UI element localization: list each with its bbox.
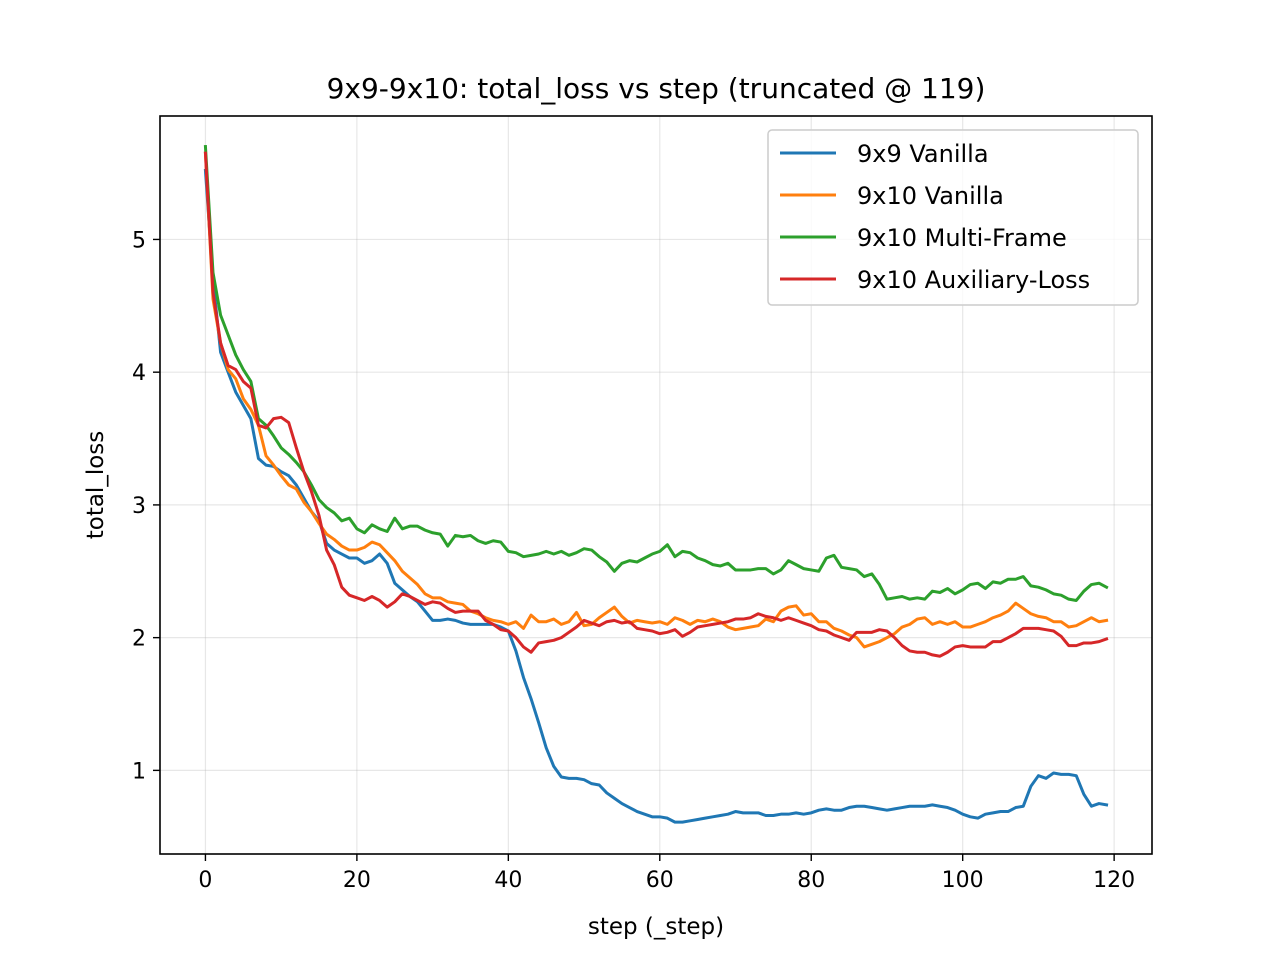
series-line-9x9-vanilla xyxy=(203,168,1109,824)
y-tick-label: 1 xyxy=(132,759,146,784)
legend-label-9x10-vanilla: 9x10 Vanilla xyxy=(857,182,1004,210)
legend: 9x9 Vanilla 9x10 Vanilla 9x10 Multi-Frame 9… xyxy=(767,129,1139,306)
legend-label-9x9-vanilla: 9x9 Vanilla xyxy=(857,140,989,168)
series-lines xyxy=(203,144,1109,824)
y-tick-label: 5 xyxy=(132,228,146,253)
y-tick-label: 2 xyxy=(132,627,146,652)
legend-label-9x10-auxiliary-loss: 9x10 Auxiliary-Loss xyxy=(857,266,1090,294)
x-axis-label: step (_step) xyxy=(588,914,724,940)
x-tick-label: 100 xyxy=(942,868,984,893)
plot-frame xyxy=(159,115,1153,855)
chart-title: 9x9-9x10: total_loss vs step (truncated … xyxy=(327,72,986,105)
x-tick-label: 120 xyxy=(1093,868,1135,893)
x-tick-label: 20 xyxy=(343,868,371,893)
y-tick-label: 3 xyxy=(132,494,146,519)
x-tick-label: 40 xyxy=(494,868,522,893)
series-line-9x10-vanilla xyxy=(203,151,1109,649)
series-line-9x10-multi-frame xyxy=(203,144,1109,602)
y-axis-label: total_loss xyxy=(83,431,109,540)
y-tick-label: 4 xyxy=(132,361,146,386)
legend-box xyxy=(767,129,1139,306)
axis-ticks: 0 20 40 60 80 100 120 1 2 3 4 5 xyxy=(132,228,1135,893)
x-tick-label: 0 xyxy=(198,868,212,893)
x-tick-label: 80 xyxy=(797,868,825,893)
series-line-9x10-auxiliary-loss xyxy=(203,151,1109,658)
legend-label-9x10-multi-frame: 9x10 Multi-Frame xyxy=(857,224,1067,252)
x-tick-label: 60 xyxy=(646,868,674,893)
grid xyxy=(160,116,1152,854)
